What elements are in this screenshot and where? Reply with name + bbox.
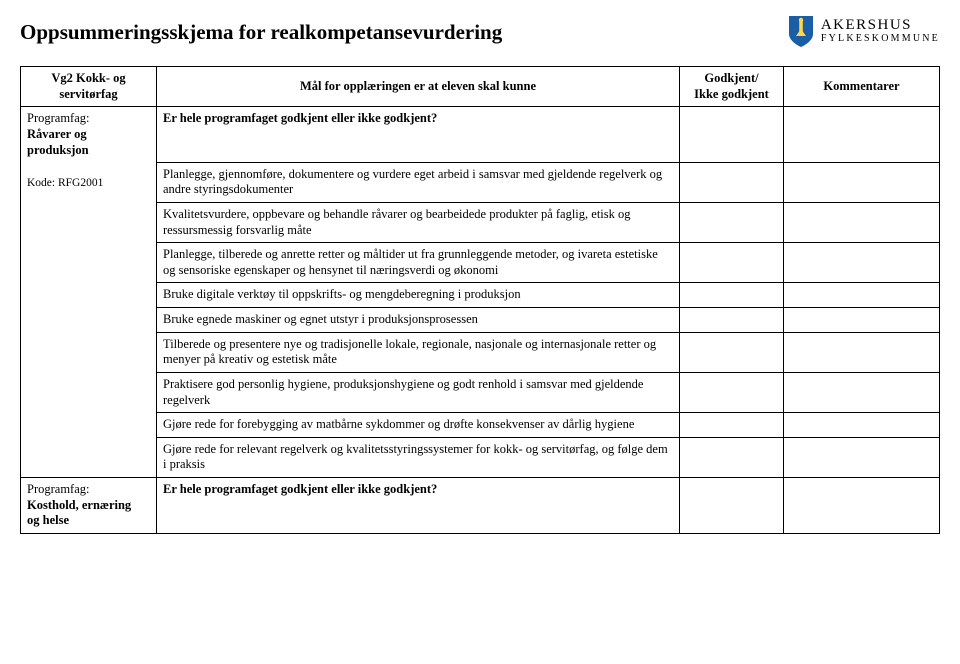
logo-text-line2: FYLKESKOMMUNE — [821, 34, 940, 45]
kommentar-cell[interactable] — [784, 308, 940, 333]
godkjent-cell[interactable] — [680, 308, 784, 333]
goal-cell: Kvalitetsvurdere, oppbevare og behandle … — [157, 202, 680, 242]
godkjent-cell[interactable] — [680, 283, 784, 308]
logo-text-line1: AKERSHUS — [821, 18, 940, 34]
goal-cell: Planlegge, gjennomføre, dokumentere og v… — [157, 162, 680, 202]
goal-cell: Tilberede og presentere nye og tradisjon… — [157, 332, 680, 372]
kommentar-cell[interactable] — [784, 243, 940, 283]
akershus-shield-icon — [787, 14, 815, 48]
kommentar-cell[interactable] — [784, 107, 940, 162]
goal-cell: Gjøre rede for relevant regelverk og kva… — [157, 437, 680, 477]
programfag-cell-bottom: Kode: RFG2001 — [21, 162, 157, 477]
kommentar-cell[interactable] — [784, 413, 940, 438]
goal-cell: Planlegge, tilberede og anrette retter o… — [157, 243, 680, 283]
table-row: Planlegge, tilberede og anrette retter o… — [21, 243, 940, 283]
godkjent-cell[interactable] — [680, 202, 784, 242]
kommentar-cell[interactable] — [784, 283, 940, 308]
kommentar-cell[interactable] — [784, 162, 940, 202]
page-title: Oppsummeringsskjema for realkompetansevu… — [20, 14, 502, 45]
table-row: Praktisere god personlig hygiene, produk… — [21, 372, 940, 412]
programfag2-cell: Programfag: Kosthold, ernæring og helse — [21, 478, 157, 534]
godkjent-cell[interactable] — [680, 332, 784, 372]
header-col3: Godkjent/ Ikke godkjent — [680, 67, 784, 107]
godkjent-cell[interactable] — [680, 478, 784, 534]
logo: AKERSHUS FYLKESKOMMUNE — [787, 14, 940, 48]
table-row: Gjøre rede for relevant regelverk og kva… — [21, 437, 940, 477]
table-row: Kvalitetsvurdere, oppbevare og behandle … — [21, 202, 940, 242]
header-col4: Kommentarer — [784, 67, 940, 107]
godkjent-cell[interactable] — [680, 437, 784, 477]
godkjent-cell[interactable] — [680, 162, 784, 202]
intro2-cell: Er hele programfaget godkjent eller ikke… — [157, 478, 680, 534]
table-row: Programfag: Kosthold, ernæring og helse … — [21, 478, 940, 534]
goal-cell: Gjøre rede for forebygging av matbårne s… — [157, 413, 680, 438]
godkjent-cell[interactable] — [680, 413, 784, 438]
table-row: Tilberede og presentere nye og tradisjon… — [21, 332, 940, 372]
table-header-row: Vg2 Kokk- og servitørfag Mål for opplæri… — [21, 67, 940, 107]
table-row: Bruke egnede maskiner og egnet utstyr i … — [21, 308, 940, 333]
header-col2: Mål for opplæringen er at eleven skal ku… — [157, 67, 680, 107]
godkjent-cell[interactable] — [680, 107, 784, 162]
table-row: Kode: RFG2001 Planlegge, gjennomføre, do… — [21, 162, 940, 202]
godkjent-cell[interactable] — [680, 243, 784, 283]
goal-cell: Praktisere god personlig hygiene, produk… — [157, 372, 680, 412]
goal-cell: Bruke egnede maskiner og egnet utstyr i … — [157, 308, 680, 333]
goal-cell: Bruke digitale verktøy til oppskrifts- o… — [157, 283, 680, 308]
kommentar-cell[interactable] — [784, 372, 940, 412]
kommentar-cell[interactable] — [784, 437, 940, 477]
programfag-cell-top: Programfag: Råvarer og produksjon — [21, 107, 157, 162]
assessment-table: Vg2 Kokk- og servitørfag Mål for opplæri… — [20, 66, 940, 534]
godkjent-cell[interactable] — [680, 372, 784, 412]
table-row: Gjøre rede for forebygging av matbårne s… — [21, 413, 940, 438]
header-col1: Vg2 Kokk- og servitørfag — [21, 67, 157, 107]
kommentar-cell[interactable] — [784, 202, 940, 242]
table-row: Programfag: Råvarer og produksjon Er hel… — [21, 107, 940, 162]
table-row: Bruke digitale verktøy til oppskrifts- o… — [21, 283, 940, 308]
kommentar-cell[interactable] — [784, 478, 940, 534]
kommentar-cell[interactable] — [784, 332, 940, 372]
intro-cell: Er hele programfaget godkjent eller ikke… — [157, 107, 680, 162]
